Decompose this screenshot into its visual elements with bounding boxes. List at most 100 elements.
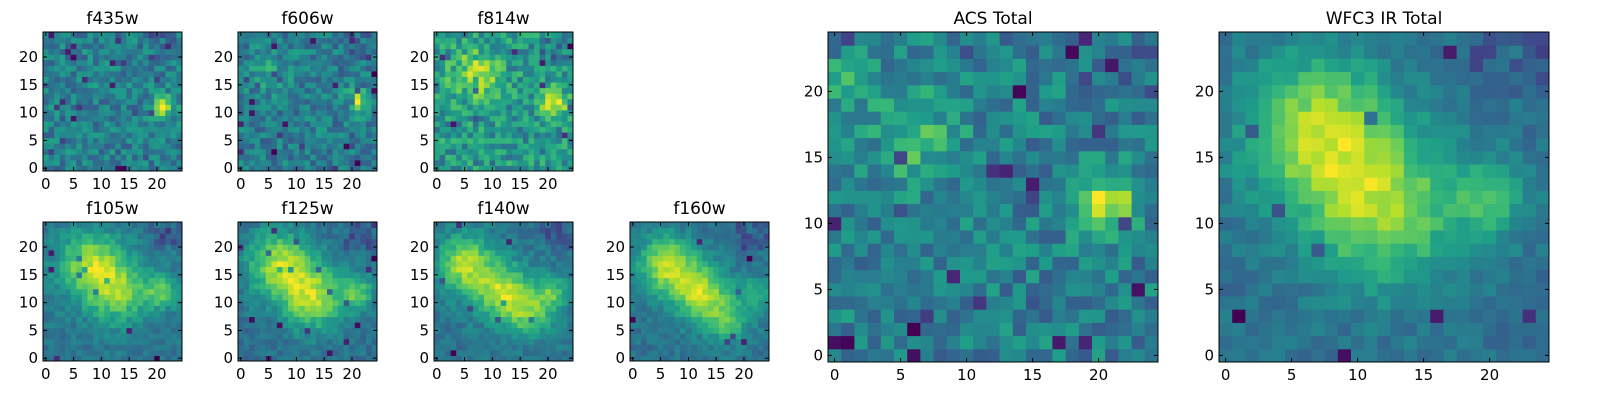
- heatmap-cell: [752, 233, 759, 240]
- heatmap-cell: [522, 327, 530, 334]
- heatmap-cell: [663, 299, 670, 306]
- heatmap-cell: [70, 76, 77, 83]
- heatmap-cell: [143, 260, 150, 267]
- heatmap-cell: [506, 59, 513, 66]
- heatmap-cell: [539, 126, 546, 133]
- heatmap-cell: [539, 277, 546, 284]
- heatmap-cell: [517, 126, 524, 133]
- heatmap-cell: [293, 288, 300, 295]
- heatmap-cell: [238, 154, 245, 161]
- heatmap-cell: [500, 65, 507, 72]
- heatmap-cell: [254, 227, 261, 234]
- heatmap-cell: [1118, 322, 1133, 337]
- heatmap-cell: [243, 132, 250, 139]
- heatmap-cell: [472, 137, 479, 144]
- heatmap-cell: [561, 349, 568, 356]
- heatmap-cell: [137, 344, 144, 351]
- heatmap-cell: [561, 59, 568, 66]
- heatmap-cell: [763, 255, 770, 262]
- heatmap-cell: [120, 143, 127, 150]
- heatmap-cell: [1092, 348, 1106, 363]
- heatmap-cell: [456, 76, 463, 83]
- heatmap-cell: [148, 316, 155, 323]
- heatmap-cell: [104, 355, 111, 362]
- heatmap-cell: [674, 344, 681, 351]
- heatmap-cell: [484, 37, 491, 44]
- heatmap-cell: [165, 322, 172, 329]
- heatmap-cell: [299, 87, 306, 94]
- heatmap-cell: [254, 288, 261, 295]
- heatmap-cell: [467, 305, 474, 312]
- heatmap-cell: [522, 48, 530, 55]
- heatmap-cell: [288, 154, 295, 161]
- heatmap-cell: [238, 283, 245, 290]
- x-tick-label: 0: [41, 365, 51, 383]
- heatmap-cell: [299, 222, 306, 229]
- heatmap-cell: [120, 59, 127, 66]
- heatmap-cell: [249, 132, 256, 139]
- heatmap-cell: [685, 227, 692, 234]
- heatmap-cell: [456, 98, 463, 105]
- heatmap-cell: [933, 309, 948, 323]
- heatmap-cell: [657, 327, 664, 334]
- heatmap-cell: [920, 230, 935, 244]
- heatmap-cell: [1012, 230, 1027, 244]
- heatmap-cell: [238, 233, 245, 240]
- heatmap-cell: [867, 150, 882, 165]
- heatmap-cell: [76, 54, 83, 61]
- heatmap-cell: [243, 109, 250, 116]
- heatmap-cell: [545, 154, 552, 161]
- heatmap-cell: [517, 349, 524, 356]
- heatmap-cell: [265, 154, 272, 161]
- heatmap-cell: [450, 238, 457, 245]
- heatmap-cell: [120, 132, 127, 139]
- heatmap-cell: [946, 256, 961, 271]
- heatmap-cell: [685, 244, 692, 251]
- heatmap-cell: [1105, 243, 1119, 257]
- heatmap-cell: [461, 266, 468, 273]
- heatmap-cell: [265, 98, 272, 105]
- heatmap-cell: [556, 310, 563, 318]
- heatmap-cell: [691, 266, 698, 273]
- heatmap-cell: [439, 165, 446, 172]
- heatmap-cell: [506, 255, 513, 262]
- heatmap-cell: [757, 238, 764, 245]
- heatmap-cell: [254, 132, 261, 139]
- heatmap-cell: [707, 272, 714, 279]
- heatmap-cell: [561, 132, 568, 139]
- heatmap-cell: [154, 104, 161, 111]
- heatmap-cell: [288, 98, 295, 105]
- heatmap-cell: [260, 249, 267, 256]
- heatmap-cell: [707, 322, 714, 329]
- heatmap-cell: [478, 120, 485, 128]
- heatmap-cell: [561, 82, 568, 89]
- heatmap-cell: [154, 233, 161, 240]
- heatmap-cell: [288, 109, 295, 116]
- heatmap-cell: [539, 82, 546, 89]
- heatmap-cell: [511, 98, 518, 105]
- heatmap-cell: [707, 333, 714, 340]
- heatmap-cell: [472, 132, 479, 139]
- heatmap-cell: [265, 65, 272, 72]
- heatmap-cell: [522, 98, 530, 105]
- heatmap-cell: [702, 288, 709, 295]
- heatmap-cell: [98, 70, 105, 77]
- heatmap-cell: [76, 159, 83, 166]
- heatmap-cell: [349, 59, 356, 66]
- heatmap-cell: [1039, 177, 1053, 191]
- heatmap-cell: [310, 43, 317, 50]
- heatmap-cell: [854, 230, 869, 244]
- heatmap-cell: [349, 288, 356, 295]
- heatmap-cell: [556, 43, 563, 50]
- heatmap-cell: [131, 249, 139, 256]
- heatmap-cell: [630, 349, 637, 356]
- heatmap-cell: [657, 260, 664, 267]
- heatmap-cell: [143, 299, 150, 306]
- heatmap-cell: [282, 249, 289, 256]
- heatmap-cell: [332, 349, 339, 356]
- y-tick-label: 5: [28, 321, 38, 339]
- heatmap-cell: [724, 277, 731, 284]
- heatmap-cell: [920, 177, 935, 191]
- heatmap-cell: [282, 98, 289, 105]
